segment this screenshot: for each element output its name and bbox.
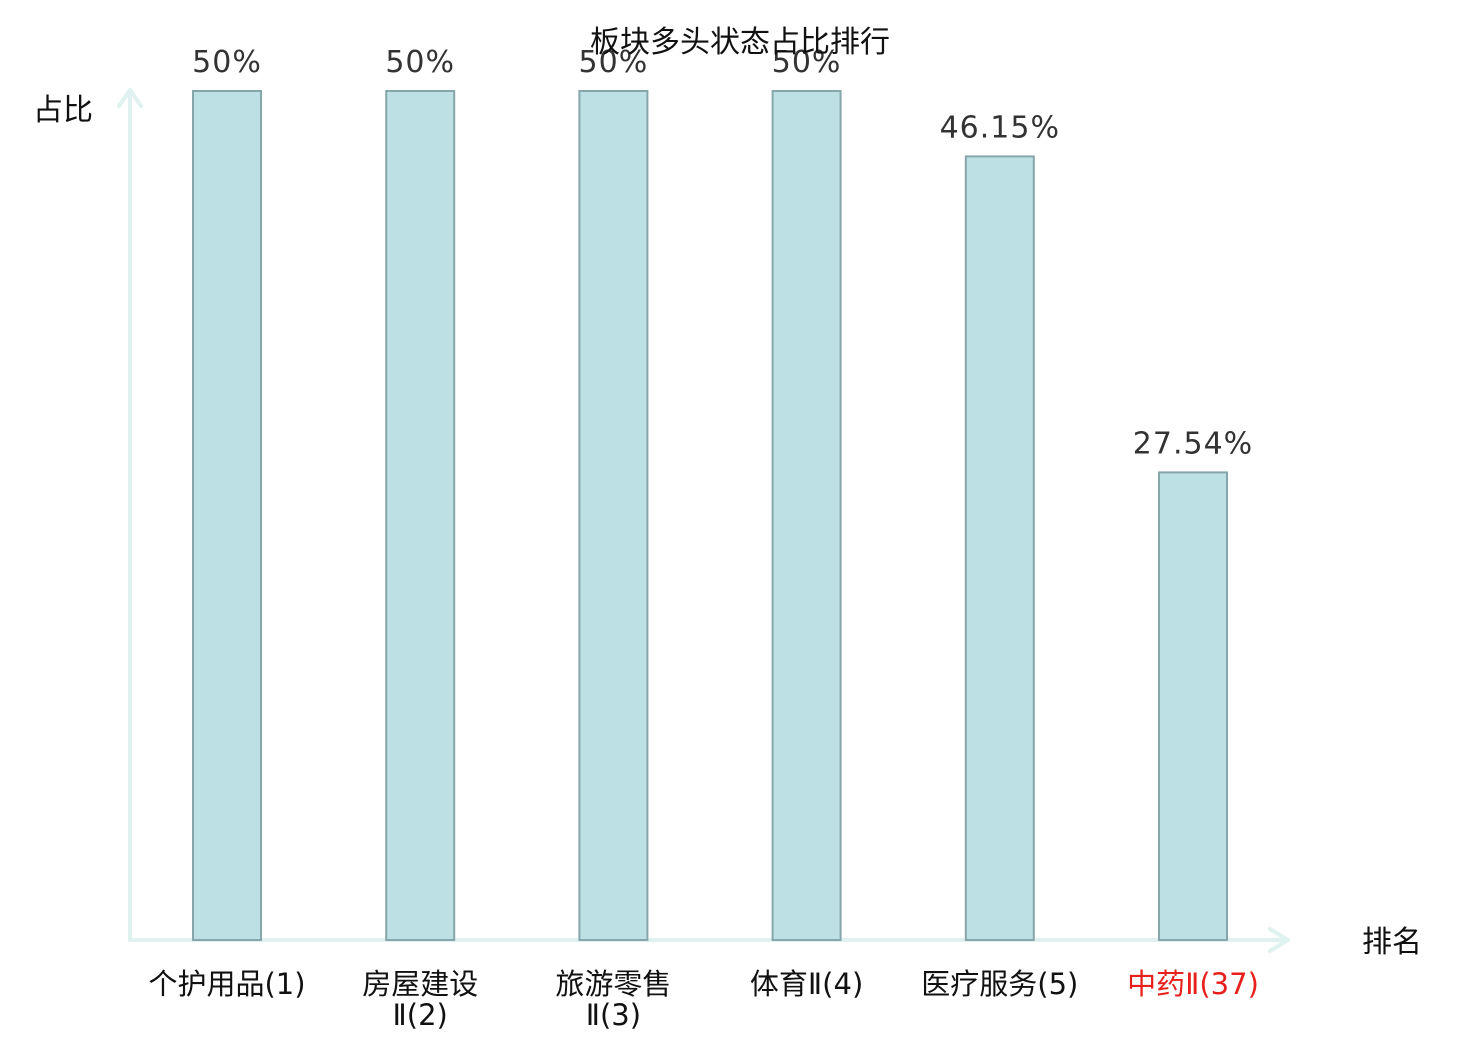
- x-tick-label: 旅游零售: [555, 967, 671, 1001]
- bar-value-label: 50%: [385, 45, 455, 80]
- bar-value-label: 46.15%: [940, 110, 1060, 145]
- y-axis-arrow-icon: [117, 88, 143, 108]
- y-axis-title: 占比: [33, 93, 93, 128]
- x-tick-label: Ⅱ(2): [393, 998, 448, 1032]
- bar: [192, 90, 262, 941]
- x-tick-label: Ⅱ(3): [586, 998, 641, 1032]
- x-axis-title: 排名: [1362, 925, 1422, 960]
- bars-group: [192, 90, 1228, 941]
- bar-value-label: 27.54%: [1133, 426, 1253, 461]
- bar: [385, 90, 456, 941]
- axes: [117, 88, 1290, 953]
- bar: [771, 90, 842, 941]
- bar: [578, 90, 649, 941]
- bar: [964, 155, 1035, 941]
- bar-value-label: 50%: [192, 45, 262, 80]
- x-tick-label: 医疗服务(5): [921, 967, 1078, 1001]
- x-tick-label: 个护用品(1): [148, 967, 305, 1001]
- value-labels-group: 50% 50% 50% 50% 46.15% 27.54%: [192, 45, 1253, 461]
- x-axis-arrow-icon: [1268, 927, 1290, 953]
- bar-value-label: 50%: [772, 45, 842, 80]
- x-tick-label: 房屋建设: [362, 967, 478, 1001]
- x-tick-label: 中药Ⅱ(37): [1127, 967, 1259, 1001]
- chart-title: 板块多头状态占比排行: [590, 25, 890, 60]
- bar: [1158, 471, 1228, 941]
- x-tick-label: 体育Ⅱ(4): [750, 967, 863, 1001]
- bar-value-label: 50%: [579, 45, 649, 80]
